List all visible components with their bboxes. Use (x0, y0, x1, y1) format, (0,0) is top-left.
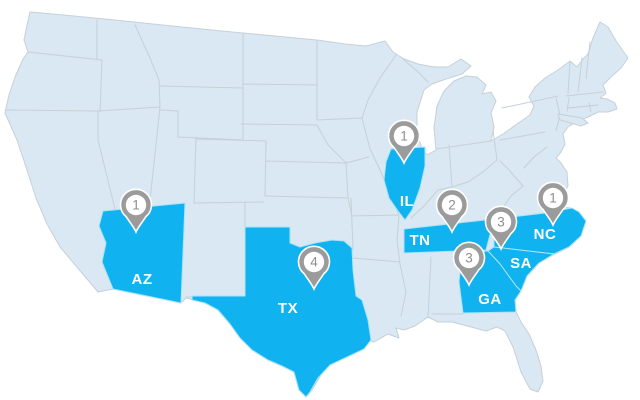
pin-count: 1 (400, 129, 408, 144)
state-label-il: IL (400, 193, 414, 210)
map-pin-az[interactable]: 1 (119, 188, 153, 234)
pin-inner-circle (542, 187, 564, 209)
state-il[interactable] (383, 146, 426, 221)
map-pin-tn[interactable]: 2 (435, 188, 469, 234)
map-markers: AZ 1 TX 4 IL 1 TN 2 NC 1 SA 3 GA 3 (119, 119, 570, 317)
pin-count: 3 (465, 251, 473, 266)
state-label-nc: NC (534, 226, 557, 243)
map-pin-nc[interactable]: 1 (536, 181, 570, 227)
pin-count: 3 (497, 215, 505, 230)
pin-count: 1 (132, 198, 140, 213)
long-island (557, 113, 589, 127)
pin-count: 4 (310, 255, 318, 270)
pin-inner-circle (441, 194, 463, 216)
map-pin-sc[interactable]: 3 (484, 205, 518, 251)
pin-inner-circle (303, 251, 325, 273)
state-label-tn: TN (410, 232, 431, 249)
pin-inner-circle (490, 211, 512, 233)
pin-inner-circle (458, 247, 480, 269)
pin-count: 2 (448, 198, 456, 213)
state-borders (4, 19, 604, 319)
state-az[interactable] (98, 202, 186, 304)
pin-inner-circle (393, 125, 415, 147)
state-label-ga: GA (478, 291, 502, 308)
map-pin-il[interactable]: 1 (387, 119, 421, 165)
pin-count: 1 (549, 191, 557, 206)
state-label-tx: TX (278, 300, 298, 317)
state-label-sc: SA (510, 255, 532, 272)
map-pin-tx[interactable]: 4 (297, 245, 331, 291)
pin-inner-circle (125, 194, 147, 216)
highlighted-states (98, 146, 587, 398)
state-label-az: AZ (132, 271, 153, 288)
map-pin-ga[interactable]: 3 (452, 241, 486, 287)
